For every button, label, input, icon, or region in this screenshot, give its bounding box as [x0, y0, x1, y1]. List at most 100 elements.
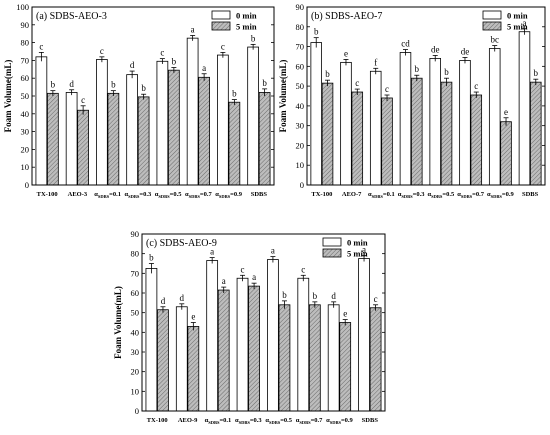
error-bar [141, 93, 147, 100]
bar-5min [107, 92, 120, 186]
bar-0min [186, 37, 199, 186]
x-tick-tail: =0.1 [383, 191, 395, 198]
error-bar [503, 117, 509, 126]
legend-label: 0 min [347, 238, 368, 248]
error-bar [148, 263, 154, 274]
bar-5min [217, 289, 230, 412]
significance-label: a [202, 63, 206, 73]
bar-5min [530, 81, 542, 186]
x-tick-main: AEO-3 [68, 191, 88, 198]
significance-label: b [111, 80, 116, 90]
error-bar [179, 303, 185, 310]
x-tick-label: αSDBS=0.9 [215, 191, 242, 199]
significance-label: b [251, 33, 256, 43]
bar-0min [156, 60, 169, 186]
error-bar [250, 43, 256, 50]
significance-label: bc [490, 35, 499, 45]
x-tick-tail: =0.9 [341, 417, 354, 424]
x-tick-subscript: SDBS [269, 420, 281, 425]
significance-label: c [301, 264, 305, 274]
significance-label: c [474, 81, 478, 91]
error-bar [325, 79, 331, 87]
y-tick-label: 60 [131, 288, 140, 298]
y-tick-label: 30 [131, 347, 140, 357]
y-tick-label: 40 [21, 109, 30, 119]
x-tick-subscript: SDBS [239, 420, 251, 425]
x-tick-main: TX-100 [311, 191, 332, 198]
x-tick-main: α [296, 417, 300, 424]
x-tick-subscript: SDBS [401, 194, 413, 199]
x-tick-label: SDBS [251, 191, 268, 198]
x-tick-subscript: SDBS [431, 194, 443, 199]
bar-0min [297, 277, 310, 412]
y-tick-label: 80 [131, 249, 140, 259]
significance-label: d [180, 293, 185, 303]
x-tick-label: αSDBS=0.5 [428, 191, 455, 199]
x-tick-main: α [235, 417, 239, 424]
bar-0min [65, 92, 78, 186]
error-bar [99, 56, 105, 63]
bar-5min [137, 96, 150, 186]
error-bar [373, 67, 379, 75]
y-tick-label: 50 [131, 308, 140, 318]
x-tick-tail: =0.1 [109, 191, 121, 198]
plot-frame [306, 6, 546, 186]
x-tick-subscript: SDBS [189, 194, 201, 199]
bar-0min [459, 60, 471, 186]
x-tick-main: AEO-7 [342, 191, 362, 198]
x-tick-label: TX-100 [147, 417, 168, 424]
x-tick-main: SDBS [251, 191, 268, 198]
error-bar [270, 256, 276, 263]
legend-label: 5 min [236, 22, 257, 32]
x-tick-tail: =0.9 [502, 191, 515, 198]
y-tick-label: 80 [21, 38, 30, 48]
y-tick-label: 20 [131, 367, 140, 377]
bar-5min [157, 309, 169, 412]
bar-0min [327, 304, 340, 412]
panel-title: (c) SDBS-AEO-9 [146, 238, 217, 249]
bar-5min [339, 322, 352, 412]
x-tick-main: SDBS [522, 191, 539, 198]
x-tick-main: TX-100 [147, 417, 168, 424]
y-tick-label: 10 [296, 160, 305, 170]
x-tick-tail: =0.7 [472, 191, 485, 198]
x-tick-subscript: SDBS [491, 194, 503, 199]
significance-label: b [325, 69, 330, 79]
error-bar [251, 282, 257, 290]
significance-label: c [385, 84, 389, 94]
error-bar [171, 67, 177, 73]
bar-0min [267, 259, 279, 412]
significance-label: de [431, 44, 440, 54]
x-tick-tail: =0.3 [139, 191, 152, 198]
x-tick-main: α [265, 417, 269, 424]
significance-label: c [221, 41, 225, 51]
significance-label: d [161, 296, 166, 306]
error-bar [384, 94, 390, 101]
error-bar [209, 257, 215, 264]
significance-label: a [271, 246, 275, 256]
x-tick-main: α [326, 417, 330, 424]
significance-label: c [81, 95, 85, 105]
x-tick-main: AEO-9 [178, 417, 198, 424]
bar-5min [77, 109, 89, 186]
panel-title: (a) SDBS-AEO-3 [36, 11, 107, 22]
x-tick-label: αSDBS=0.1 [205, 417, 232, 425]
x-tick-subscript: SDBS [208, 420, 220, 425]
significance-label: e [504, 107, 508, 117]
x-tick-subscript: SDBS [128, 194, 140, 199]
x-tick-main: α [215, 191, 219, 198]
y-tick-label: 100 [16, 2, 29, 12]
error-bar [110, 90, 116, 96]
x-tick-main: α [368, 191, 372, 198]
significance-label: b [262, 78, 267, 88]
x-tick-main: α [185, 191, 189, 198]
x-tick-subscript: SDBS [299, 420, 311, 425]
x-tick-main: TX-100 [37, 191, 58, 198]
bar-0min [247, 46, 259, 186]
bar-5min [321, 82, 334, 186]
x-tick-label: αSDBS=0.1 [368, 191, 395, 199]
